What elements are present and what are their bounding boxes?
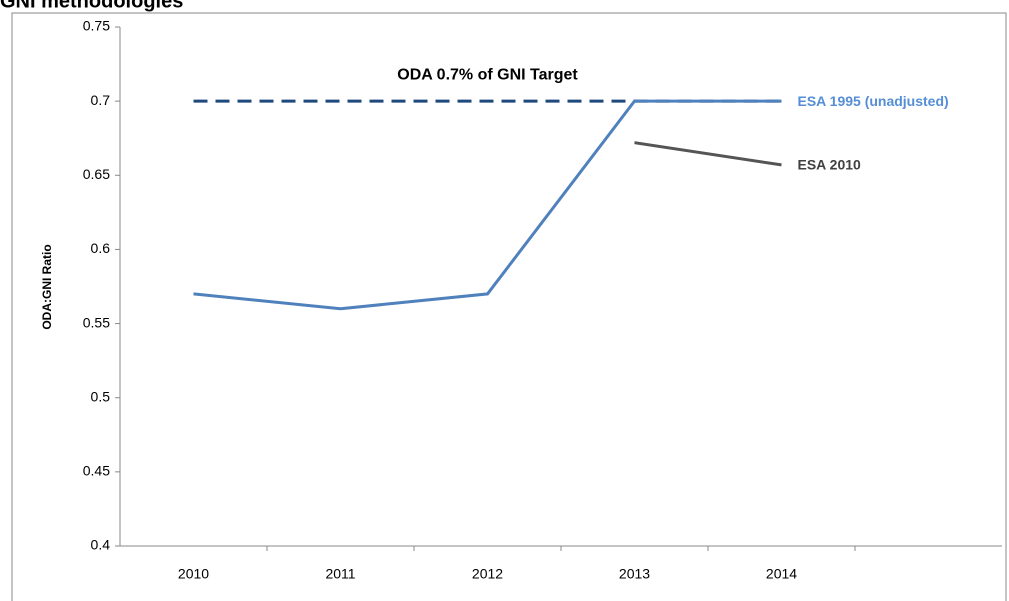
chart-title: GNI methodologies — [0, 0, 183, 12]
x-tick-label: 2010 — [178, 566, 209, 582]
x-tick-label: 2013 — [619, 566, 650, 582]
y-tick-label: 0.45 — [83, 463, 110, 479]
series-line — [634, 141, 782, 167]
y-axis-label: ODA:GNI Ratio — [40, 244, 54, 329]
chart-frame — [11, 12, 1007, 601]
y-tick-label: 0.4 — [91, 537, 111, 553]
y-tick-label: 0.5 — [91, 388, 111, 404]
x-tick-label: 2014 — [766, 566, 797, 582]
y-tick-label: 0.75 — [83, 18, 110, 34]
y-tick-label: 0.55 — [83, 314, 110, 330]
x-tick-label: 2011 — [325, 566, 355, 582]
y-tick-label: 0.6 — [91, 240, 111, 256]
series-line — [193, 99, 782, 311]
y-tick-label: 0.7 — [91, 92, 111, 108]
y-tick-label: 0.65 — [83, 166, 110, 182]
series-label: ESA 1995 (unadjusted) — [798, 93, 949, 109]
target-label: ODA 0.7% of GNI Target — [397, 66, 578, 83]
series-label: ESA 2010 — [798, 157, 862, 173]
x-tick-label: 2012 — [472, 566, 503, 582]
